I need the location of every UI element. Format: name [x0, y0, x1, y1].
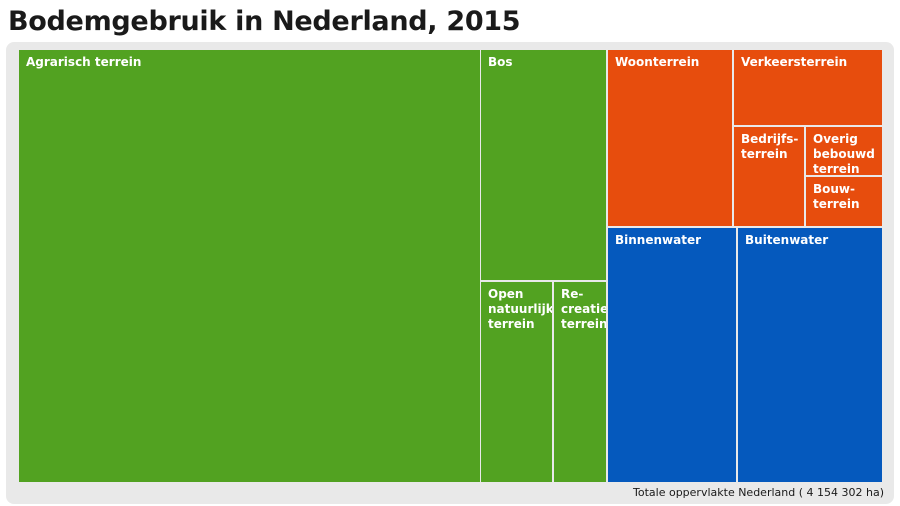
treemap-tile-bedrijfs-terrein — [734, 127, 804, 226]
treemap-tile-bouw-terrein — [806, 177, 882, 226]
chart-panel: Agrarisch terrein Bos Open natuurlijk terr… — [6, 42, 894, 504]
treemap-tile-agrarisch-terrein — [19, 50, 480, 482]
treemap-tile-binnenwater — [608, 228, 736, 482]
treemap-label-bedrijfs-terrein: Bedrijfs- terrein — [741, 132, 799, 161]
treemap-label-agrarisch-terrein: Agrarisch terrein — [26, 55, 142, 69]
chart-title: Bodemgebruik in Nederland, 2015 — [8, 6, 521, 37]
treemap-tile-woonterrein — [608, 50, 732, 226]
treemap-svg — [19, 50, 882, 482]
treemap-tile-verkeersterrein — [734, 50, 882, 125]
treemap-tile-overig-bebouwd-terrein — [806, 127, 882, 175]
treemap-tile-buitenwater — [738, 228, 882, 482]
treemap-label-verkeersterrein: Verkeersterrein — [741, 55, 848, 69]
total-area-note: Totale oppervlakte Nederland ( 4 154 302… — [633, 486, 884, 499]
treemap-label-bouw-terrein: Bouw- terrein — [813, 182, 860, 211]
treemap-label-overig-bebouwd-terrein: Overig bebouwd terrein — [813, 132, 875, 175]
treemap-label-re-creatie-terrein: Re- creatie- terrein — [561, 287, 606, 331]
treemap-tile-open-natuurlijk-terrein — [481, 282, 552, 482]
treemap-label-woonterrein: Woonterrein — [615, 55, 700, 69]
treemap-label-buitenwater: Buitenwater — [745, 233, 829, 247]
treemap-label-binnenwater: Binnenwater — [615, 233, 702, 247]
treemap-tile-re-creatie-terrein — [554, 282, 606, 482]
treemap-label-open-natuurlijk-terrein: Open natuurlijk terrein — [488, 287, 552, 331]
treemap-label-bos: Bos — [488, 55, 513, 69]
treemap-tile-bos — [481, 50, 606, 280]
